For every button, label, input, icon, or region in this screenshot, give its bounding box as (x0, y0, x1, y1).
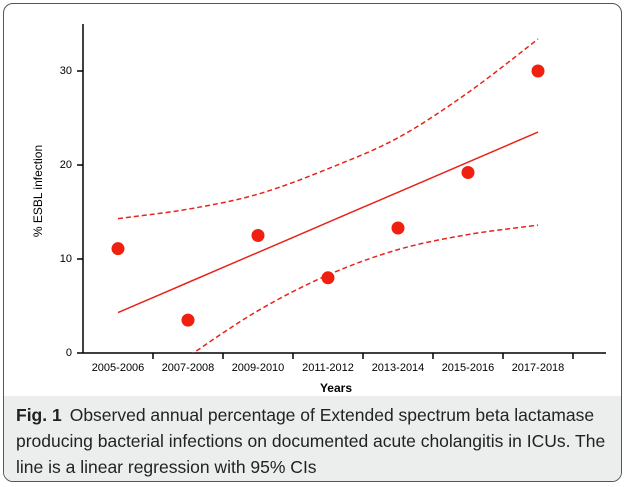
caption: Fig. 1 Observed annual percentage of Exte… (4, 396, 621, 481)
y-tick-label: 30 (60, 65, 72, 77)
data-point (461, 166, 475, 180)
x-tick-label: 2015-2016 (442, 362, 495, 374)
caption-text: Observed annual percentage of Extended s… (16, 405, 606, 477)
data-point (111, 242, 125, 256)
x-tick-label: 2007-2008 (162, 362, 215, 374)
x-tick-label: 2013-2014 (372, 362, 425, 374)
ci-line (117, 38, 539, 220)
data-point (181, 313, 195, 327)
chart: % ESBL infection Years 0 10 20 30 2005-2006 2… (31, 24, 606, 395)
y-tick-label: 0 (66, 347, 72, 359)
x-axis-title: Years (320, 381, 352, 395)
figure: % ESBL infection Years 0 10 20 30 2005-2006 2… (3, 3, 622, 482)
plot-area (111, 38, 545, 353)
x-tick-label: 2011-2012 (302, 362, 354, 374)
caption-label: Fig. 1 (16, 405, 62, 425)
data-point (391, 221, 405, 235)
data-point (321, 271, 335, 285)
y-axis-title: % ESBL infection (31, 145, 45, 237)
data-point (531, 64, 545, 78)
data-point (251, 229, 265, 242)
x-tick-label: 2005-2006 (92, 362, 145, 374)
x-tick-label: 2017-2018 (512, 362, 565, 374)
y-tick-label: 20 (60, 159, 72, 171)
x-tick-label: 2009-2010 (232, 362, 285, 374)
y-tick-label: 10 (60, 253, 72, 265)
regression-line (117, 131, 539, 314)
